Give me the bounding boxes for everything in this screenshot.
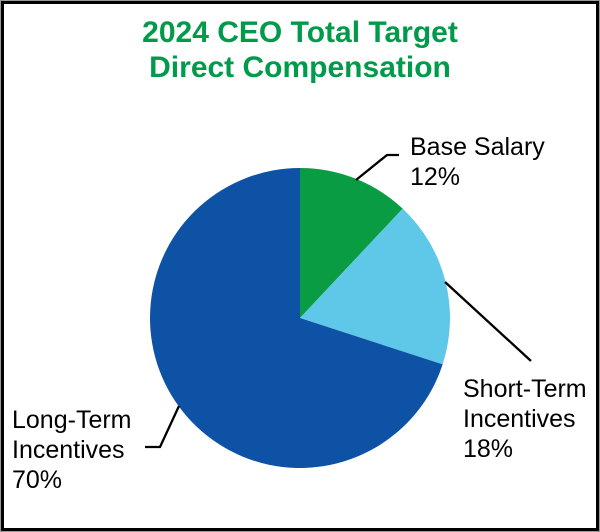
- slice-label-long-term-incentives: Long-Term Incentives 70%: [12, 406, 132, 494]
- pie-slices-group: [150, 167, 451, 468]
- slice-label-base-salary: Base Salary 12%: [410, 133, 545, 191]
- pie-slice-base-salary: [300, 167, 403, 318]
- pie-slice-long-term-incentives: [150, 168, 443, 468]
- leader-line-long-term-incentives: [145, 405, 181, 449]
- leader-line-short-term-incentives: [444, 281, 532, 362]
- leader-line-base-salary: [355, 153, 399, 181]
- pie-slice-short-term-incentives: [300, 208, 451, 365]
- chart-title: 2024 CEO Total Target Direct Compensatio…: [142, 16, 458, 84]
- slice-label-short-term-incentives: Short-Term Incentives 18%: [463, 375, 587, 463]
